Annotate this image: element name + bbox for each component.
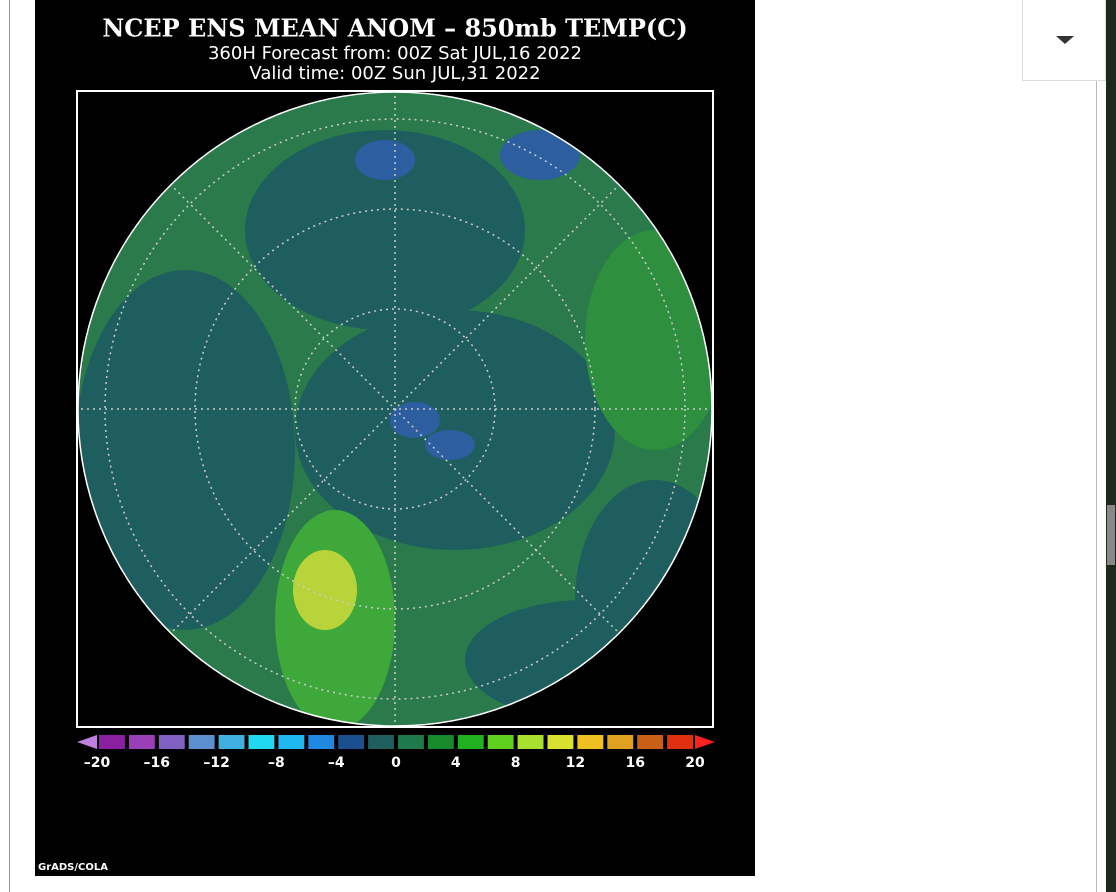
dropdown-button[interactable] xyxy=(1022,0,1106,81)
colorbar-box xyxy=(398,735,424,749)
colorbar-box xyxy=(667,735,693,749)
colorbar-box xyxy=(487,735,514,749)
colorbar-box xyxy=(248,735,275,749)
colorbar-label: 4 xyxy=(451,755,461,771)
image-title: NCEP ENS MEAN ANOM – 850mb TEMP(C) xyxy=(102,14,687,43)
caret-icon xyxy=(1056,36,1074,44)
colorbar-box xyxy=(517,735,544,749)
image-subtitle: 360H Forecast from: 00Z Sat JUL,16 2022 xyxy=(208,43,582,64)
colorbar-label: 0 xyxy=(391,755,401,771)
colorbar-label: 20 xyxy=(685,755,705,771)
colorbar-label: –4 xyxy=(328,755,345,771)
colorbar-box xyxy=(427,735,454,749)
colorbar-label: –8 xyxy=(268,755,285,771)
colorbar-label: 16 xyxy=(625,755,644,771)
colorbar-arrow xyxy=(695,735,715,749)
colorbar-box xyxy=(128,735,155,749)
map xyxy=(78,92,712,726)
valid-time: Valid time: 00Z Sun JUL,31 2022 xyxy=(249,63,540,84)
globe-outline xyxy=(77,91,713,727)
colorbar-label: –16 xyxy=(144,755,170,771)
colorbar-box xyxy=(218,735,245,749)
colorbar-box xyxy=(637,735,664,749)
colorbar-label: 12 xyxy=(566,755,585,771)
colorbar-box xyxy=(547,735,574,749)
colorbar-box xyxy=(338,735,365,749)
colorbar-label: 8 xyxy=(511,755,521,771)
colorbar-label: –12 xyxy=(203,755,229,771)
colorbar: –20 –16 –12 –8 –4 0 4 8 12 16 20 xyxy=(77,735,715,771)
scroll-thumb[interactable] xyxy=(1107,505,1115,565)
colorbar-box xyxy=(188,735,215,749)
forecast-image: NCEP ENS MEAN ANOM – 850mb TEMP(C) 360H … xyxy=(35,0,755,876)
colorbar-box xyxy=(308,735,335,749)
colorbar-box xyxy=(158,735,185,749)
colorbar-box xyxy=(577,735,604,749)
scrollbar[interactable] xyxy=(1106,0,1116,892)
colorbar-box xyxy=(607,735,634,749)
colorbar-box xyxy=(457,735,484,749)
colorbar-arrow xyxy=(77,735,97,749)
colorbar-box xyxy=(278,735,305,749)
credit: GrADS/COLA xyxy=(38,862,108,873)
left-border xyxy=(9,0,10,892)
colorbar-label: –20 xyxy=(84,755,111,771)
colorbar-box xyxy=(99,735,125,749)
map-frame xyxy=(76,90,714,728)
right-border xyxy=(1096,0,1097,892)
colorbar-box xyxy=(368,735,394,749)
